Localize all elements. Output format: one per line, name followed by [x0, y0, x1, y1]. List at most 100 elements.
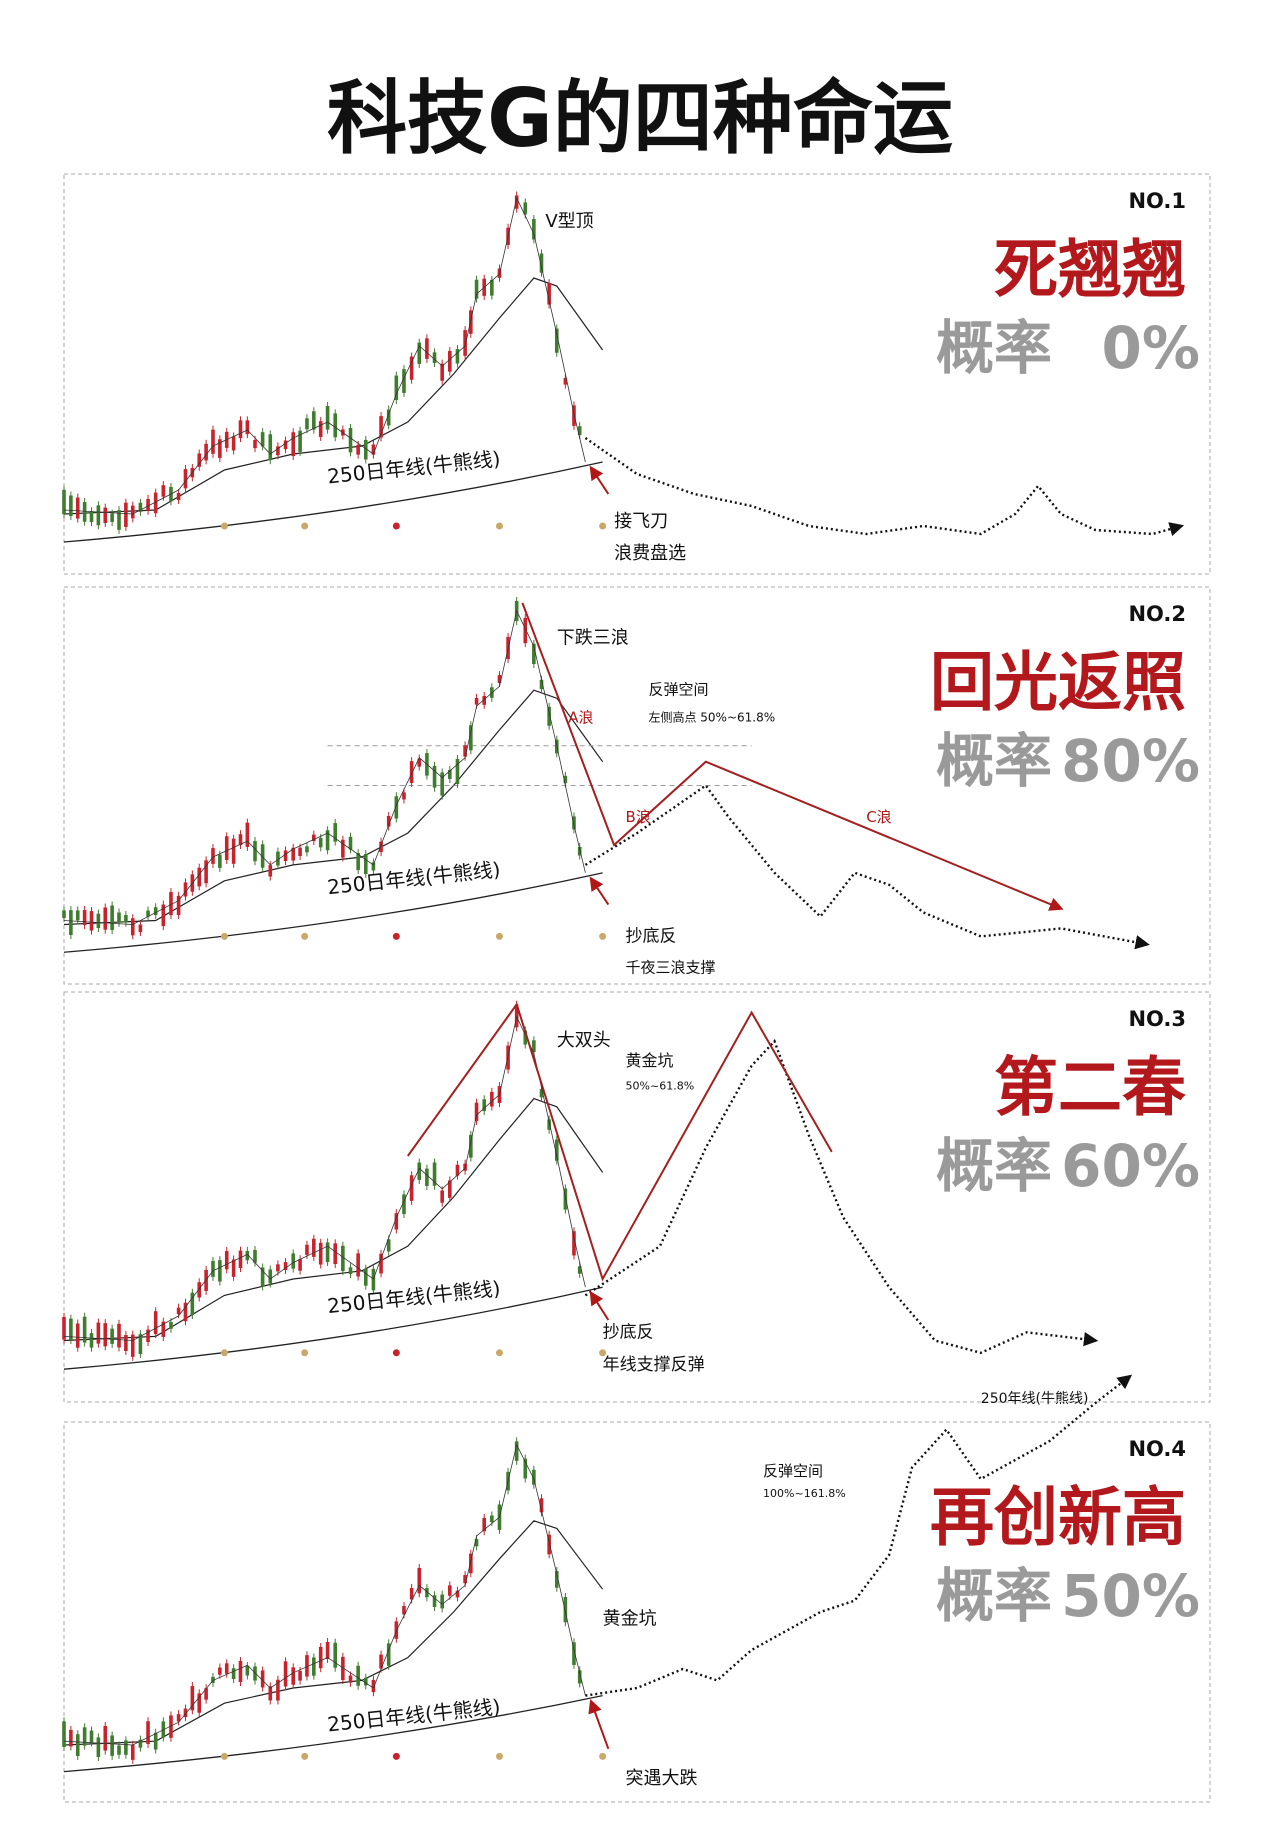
candle [305, 1655, 309, 1677]
axis-icon [495, 522, 503, 530]
candle [138, 502, 143, 512]
candle [394, 375, 399, 400]
axis-icon [301, 1349, 309, 1357]
candle [103, 507, 108, 524]
candle [69, 1318, 73, 1341]
candle [547, 283, 551, 305]
candle [89, 911, 94, 931]
probability-label: 概率 [936, 1562, 1052, 1630]
candle [276, 1264, 280, 1272]
panel-frame [63, 586, 1211, 985]
candle [432, 352, 437, 364]
candle [153, 1732, 158, 1750]
candle [554, 1570, 559, 1588]
axis-icon [599, 932, 607, 940]
candle [283, 1262, 288, 1270]
candle [402, 1194, 406, 1215]
candle [224, 836, 229, 860]
candle [469, 310, 473, 334]
axis-icon [599, 1349, 607, 1357]
candle [268, 1269, 273, 1284]
probability-value: 80% [1061, 727, 1200, 795]
annotation: 千夜三浪支撑 [626, 959, 716, 977]
candle [325, 405, 330, 430]
candle [146, 910, 150, 917]
candle [577, 1670, 582, 1684]
candle [318, 1646, 323, 1669]
candle [124, 1740, 128, 1755]
candle [96, 1737, 101, 1757]
axis-icon [392, 932, 400, 940]
probability-value: 60% [1061, 1132, 1200, 1200]
candle [124, 915, 128, 923]
candle [75, 1734, 80, 1757]
candle [176, 895, 181, 916]
candle [318, 837, 323, 848]
candle [305, 418, 309, 430]
candle [371, 1268, 376, 1291]
candle [312, 411, 316, 430]
scenario-name: 再创新高 [930, 1482, 1186, 1556]
panel-frame [63, 991, 1211, 1403]
candle [82, 502, 87, 522]
candle [532, 1040, 536, 1053]
candle [253, 841, 257, 862]
candle [379, 841, 383, 853]
candle [218, 1260, 222, 1282]
candle [532, 219, 536, 240]
axis-icon [392, 1752, 400, 1760]
candle [110, 905, 114, 930]
candle [161, 485, 166, 497]
panel: 黄金坑反弹空间100%~161.8%250年线(牛熊线)250日年线(牛熊线)突… [62, 1374, 1211, 1803]
candle [417, 758, 422, 767]
candle [153, 1311, 158, 1335]
candle [96, 913, 101, 928]
panel-number: NO.3 [1128, 1007, 1186, 1031]
candle [146, 498, 150, 511]
candle [497, 675, 502, 683]
candle [448, 769, 452, 779]
candle [75, 910, 80, 921]
candle [448, 350, 452, 372]
axis-icon [220, 932, 228, 940]
candle [298, 1259, 302, 1271]
candle [211, 848, 215, 864]
candle [138, 1739, 143, 1748]
candle [363, 1677, 368, 1686]
candle [325, 1641, 330, 1660]
candle [474, 698, 479, 705]
candle [482, 1099, 486, 1112]
candle [474, 1539, 479, 1547]
axis-icon [495, 1349, 503, 1357]
candle [572, 405, 576, 426]
candle [440, 1594, 444, 1609]
candle [318, 421, 323, 437]
candle [146, 1329, 150, 1343]
support-arrow [589, 876, 610, 906]
candle [276, 851, 280, 866]
candle [204, 443, 208, 461]
candle [176, 492, 181, 501]
candle [325, 1242, 330, 1263]
candle [161, 904, 166, 927]
candle [417, 1567, 422, 1594]
candle [245, 822, 250, 847]
candle [176, 1714, 181, 1722]
panel-number: NO.4 [1128, 1437, 1186, 1461]
year-line [63, 1286, 603, 1370]
candle [523, 1030, 528, 1045]
support-arrow [588, 1698, 610, 1750]
candle [463, 330, 467, 356]
candle [440, 772, 444, 796]
candle [260, 1267, 265, 1287]
annotation: 反弹空间 [648, 681, 708, 699]
annotation: 250年线(牛熊线) [981, 1391, 1089, 1407]
candle [305, 846, 309, 853]
axis-icon [495, 932, 503, 940]
candle [333, 823, 338, 842]
candle [169, 1321, 173, 1329]
candle [563, 1597, 568, 1623]
scenario-name: 第二春 [994, 1052, 1186, 1126]
candle [211, 429, 215, 454]
